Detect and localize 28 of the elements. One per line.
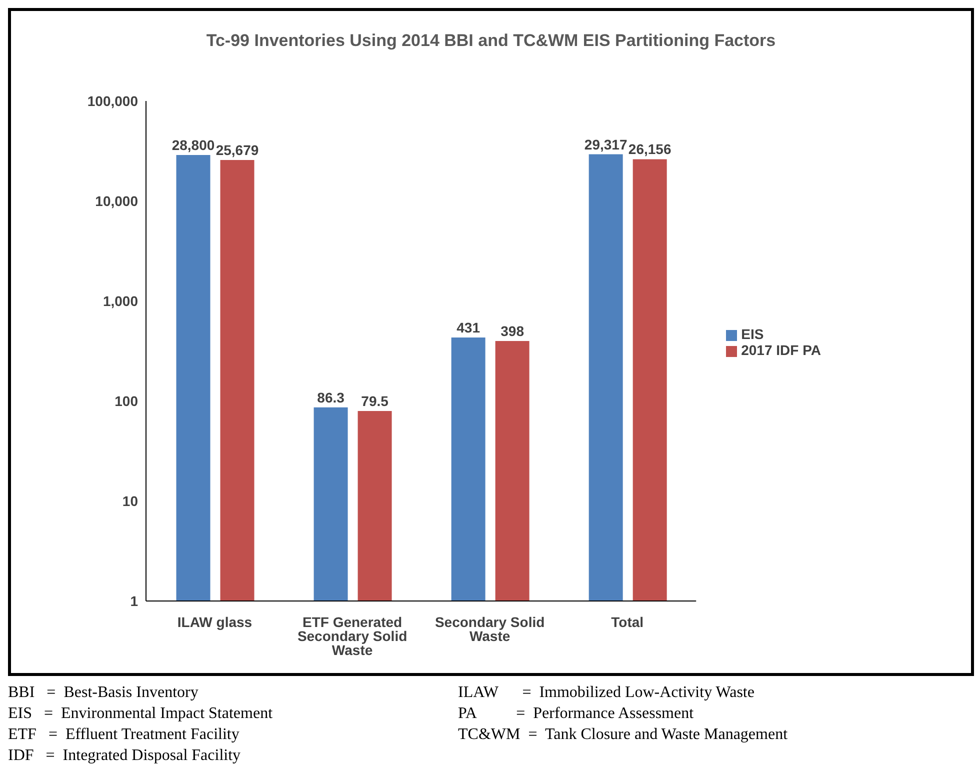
legend-label: EIS xyxy=(741,326,764,342)
data-label: 26,156 xyxy=(628,141,672,158)
text: TC&WM = Tank Closure and Waste Management xyxy=(458,725,789,745)
x-tick-label: Total xyxy=(611,614,644,630)
data-label: 398 xyxy=(500,323,524,340)
x-tick-label: ILAW glass xyxy=(177,614,252,630)
text: IDF = Integrated Disposal Facility xyxy=(8,746,242,766)
chart-title: Tc-99 Inventories Using 2014 BBI and TC&WM EIS Partitioning Factors xyxy=(205,31,777,51)
x-tick-label: ETF Generated Secondary Solid Waste xyxy=(297,614,408,658)
data-label: 86.3 xyxy=(317,389,345,406)
y-tick-label: 100,000 xyxy=(87,92,138,109)
text: BBI = Best-Basis Inventory xyxy=(8,683,200,703)
legend-label: 2017 IDF PA xyxy=(741,342,821,358)
data-label: 431 xyxy=(456,320,480,336)
data-label: 29,317 xyxy=(584,136,628,152)
text: ILAW = Immobilized Low-Activity Waste xyxy=(458,683,756,703)
data-label: 28,800 xyxy=(172,137,215,154)
data-label: 25,679 xyxy=(216,142,259,158)
text: EIS = Environmental Impact Statement xyxy=(8,704,274,724)
text: ETF = Effluent Treatment Facility xyxy=(8,725,240,745)
data-label: 79.5 xyxy=(361,392,389,409)
y-tick-label: 100 xyxy=(114,392,138,409)
text: PA = Performance Assessment xyxy=(458,704,695,724)
x-tick-label: Secondary Solid Waste xyxy=(434,614,545,644)
y-tick-label: 1 xyxy=(130,592,138,609)
y-tick-label: 10 xyxy=(122,492,138,509)
y-tick-label: 10,000 xyxy=(95,192,138,209)
y-tick-label: 1,000 xyxy=(102,292,138,309)
